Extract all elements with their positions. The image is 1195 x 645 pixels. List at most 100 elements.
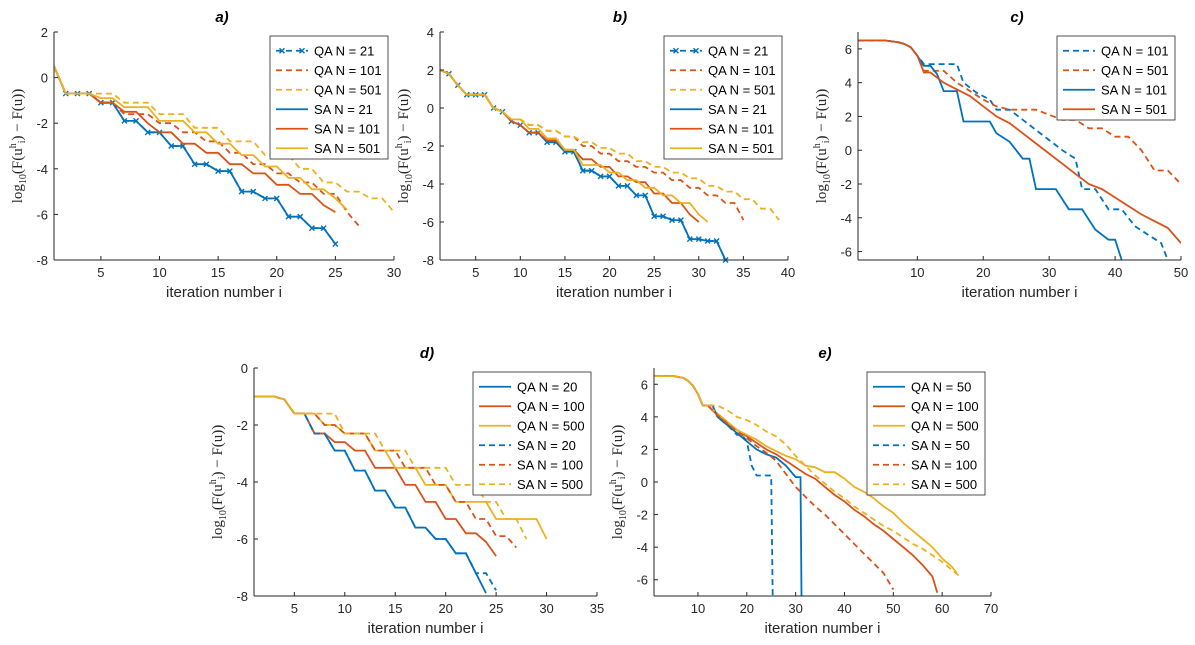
y-tick-label: -4 (236, 475, 248, 490)
series-line-2 (654, 375, 958, 574)
legend: QA N = 21 QA N = 101 QA N = 501 SA N = 21 SA… (269, 35, 389, 160)
y-axis-label-part: 10 (218, 510, 229, 520)
x-tick-label: 25 (328, 265, 342, 280)
y-axis-label-part: 10 (822, 174, 833, 184)
x-tick-label: 5 (472, 265, 479, 280)
y-axis-label-part: h (812, 143, 823, 148)
y-axis-label-part: log (210, 520, 226, 540)
legend-entry-label: QA N = 501 (1101, 63, 1169, 78)
x-tick-label: 60 (935, 601, 949, 616)
y-axis-label-part: i (17, 140, 28, 143)
x-tick-label: 20 (602, 265, 616, 280)
x-axis-label: iteration number i (166, 284, 282, 301)
legend-entry-label: QA N = 21 (314, 43, 374, 58)
legend-entry-label: SA N = 501 (314, 141, 380, 156)
y-tick-label: 0 (641, 475, 648, 490)
x-tick-label: 50 (1174, 265, 1188, 280)
y-axis-label-part: ) − F(u)) (210, 425, 226, 477)
y-tick-label: -2 (36, 116, 48, 131)
legend-entry-label: SA N = 500 (517, 477, 583, 492)
legend-entry-label: QA N = 101 (314, 63, 382, 78)
legend-entry-label: QA N = 50 (911, 379, 971, 394)
x-tick-label: 30 (387, 265, 401, 280)
series-line-5 (54, 65, 348, 211)
x-tick-label: 40 (837, 601, 851, 616)
panel-title: b) (613, 9, 627, 26)
y-axis-label: log10(F(uhi) − F(u)) (608, 425, 629, 540)
legend-entry-label: SA N = 50 (911, 438, 970, 453)
legend: QA N = 21 QA N = 101 QA N = 501 SA N = 21 SA… (663, 35, 783, 160)
y-tick-label: 0 (241, 361, 248, 376)
y-axis-label-part: h (8, 143, 19, 148)
y-tick-label: -6 (840, 245, 852, 260)
legend-entry-label: SA N = 21 (708, 102, 767, 117)
y-axis-label-part: log (610, 520, 626, 540)
x-tick-label: 25 (647, 265, 661, 280)
legend-entry-label: QA N = 501 (314, 82, 382, 97)
series-line-4 (440, 69, 700, 223)
y-tick-label: 4 (845, 76, 852, 91)
x-tick-label: 10 (910, 265, 924, 280)
legend-marker (279, 47, 285, 54)
y-axis-label-part: (F(u (10, 148, 26, 174)
series-line-3 (858, 39, 1181, 244)
y-tick-label: -4 (636, 540, 648, 555)
series-line-5 (440, 69, 709, 223)
legend-box (472, 371, 592, 496)
y-axis-label: log10(F(uhi) − F(u)) (394, 89, 415, 204)
x-tick-label: 15 (388, 601, 402, 616)
panel-title: d) (420, 345, 434, 362)
legend-box (866, 371, 986, 496)
y-tick-label: 6 (641, 377, 648, 392)
x-tick-label: 30 (788, 601, 802, 616)
legend-entry-label: SA N = 101 (708, 121, 774, 136)
y-axis-label: log10(F(uhi) − F(u)) (208, 425, 229, 540)
y-axis-label-part: log (396, 184, 412, 204)
legend-entry-label: SA N = 100 (911, 457, 977, 472)
legend-entry-label: QA N = 101 (708, 63, 776, 78)
x-tick-label: 10 (152, 265, 166, 280)
y-axis-label-part: (F(u (396, 148, 412, 174)
series-line-2 (254, 395, 548, 540)
y-tick-label: -2 (840, 177, 852, 192)
panel-title: e) (818, 345, 831, 362)
y-tick-label: -6 (236, 532, 248, 547)
y-axis-label-part: (F(u (210, 484, 226, 510)
x-tick-label: 20 (438, 601, 452, 616)
x-tick-label: 5 (97, 265, 104, 280)
y-tick-label: 0 (845, 143, 852, 158)
y-axis-label-part: 10 (618, 510, 629, 520)
x-tick-label: 20 (270, 265, 284, 280)
legend: QA N = 50 QA N = 100 QA N = 500 SA N = 50 SA… (866, 371, 986, 496)
x-tick-label: 10 (691, 601, 705, 616)
x-tick-label: 35 (736, 265, 750, 280)
series-line-5 (654, 375, 963, 579)
series-line-4 (654, 375, 895, 590)
y-axis-label: log10(F(uhi) − F(u)) (812, 89, 833, 204)
y-tick-label: 2 (845, 109, 852, 124)
y-axis-label-part: i (403, 140, 414, 143)
legend-entry-label: SA N = 501 (1101, 102, 1167, 117)
y-axis-label-part: h (394, 143, 405, 148)
series-line-3 (254, 395, 497, 591)
legend-entry-label: SA N = 501 (708, 141, 774, 156)
x-axis-label: iteration number i (368, 620, 484, 637)
x-tick-label: 15 (211, 265, 225, 280)
y-tick-label: 2 (41, 25, 48, 40)
x-axis-label: iteration number i (556, 284, 672, 301)
y-axis-label-part: ) − F(u)) (610, 425, 626, 477)
y-axis-label-part: h (208, 479, 219, 484)
y-tick-label: -2 (636, 508, 648, 523)
legend-entry-label: QA N = 20 (517, 379, 577, 394)
panel-title: a) (215, 9, 228, 26)
x-tick-label: 25 (489, 601, 503, 616)
x-tick-label: 15 (558, 265, 572, 280)
y-tick-label: -4 (36, 162, 48, 177)
y-axis-label-part: 10 (18, 174, 29, 184)
panel-title: c) (1010, 9, 1023, 26)
legend-box (663, 35, 783, 160)
y-tick-label: 2 (641, 442, 648, 457)
legend-entry-label: QA N = 500 (517, 418, 585, 433)
